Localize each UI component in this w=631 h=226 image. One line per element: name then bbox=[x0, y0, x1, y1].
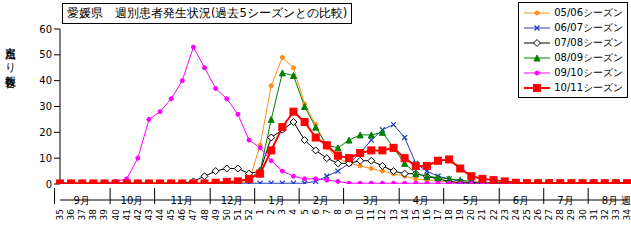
svg-text:5月: 5月 bbox=[463, 195, 479, 206]
svg-text:8月: 8月 bbox=[602, 195, 618, 206]
svg-text:17: 17 bbox=[433, 209, 443, 220]
svg-text:16: 16 bbox=[422, 209, 432, 221]
svg-text:7: 7 bbox=[322, 209, 332, 215]
svg-text:1: 1 bbox=[255, 209, 265, 215]
svg-text:28: 28 bbox=[555, 209, 565, 221]
svg-text:0: 0 bbox=[46, 179, 52, 190]
svg-text:52: 52 bbox=[244, 209, 254, 220]
svg-text:30: 30 bbox=[39, 101, 52, 112]
html-text:09/10シーズン: 09/10シーズン bbox=[554, 66, 623, 78]
svg-text:18: 18 bbox=[444, 209, 454, 221]
svg-text:21: 21 bbox=[477, 209, 487, 220]
svg-text:31: 31 bbox=[589, 209, 599, 220]
svg-text:10: 10 bbox=[355, 209, 365, 221]
svg-text:35: 35 bbox=[55, 209, 65, 220]
svg-text:42: 42 bbox=[133, 209, 143, 220]
svg-text:36: 36 bbox=[66, 209, 76, 221]
svg-text:40: 40 bbox=[111, 209, 121, 221]
svg-text:19: 19 bbox=[455, 209, 465, 221]
svg-text:39: 39 bbox=[99, 209, 109, 221]
svg-text:週: 週 bbox=[621, 195, 623, 206]
svg-text:33: 33 bbox=[611, 209, 621, 220]
svg-text:32: 32 bbox=[600, 209, 610, 220]
svg-text:22: 22 bbox=[489, 209, 499, 220]
html-text:05/06シーズン: 05/06シーズン bbox=[554, 6, 623, 18]
svg-text:3月: 3月 bbox=[363, 195, 379, 206]
svg-text:12月: 12月 bbox=[221, 195, 244, 206]
svg-text:49: 49 bbox=[211, 209, 221, 221]
svg-text:43: 43 bbox=[144, 209, 154, 220]
svg-text:10月: 10月 bbox=[121, 195, 144, 206]
svg-text:48: 48 bbox=[200, 209, 210, 221]
svg-text:2: 2 bbox=[266, 209, 276, 215]
svg-text:4月: 4月 bbox=[413, 195, 429, 206]
svg-text:1月: 1月 bbox=[268, 195, 284, 206]
svg-text:37: 37 bbox=[77, 209, 87, 220]
html-text:定点当たり報告数: 定点当たり報告数 bbox=[4, 38, 16, 70]
svg-text:7月: 7月 bbox=[557, 195, 573, 206]
html-text:10/11シーズン: 10/11シーズン bbox=[554, 81, 623, 93]
svg-text:4: 4 bbox=[288, 209, 298, 215]
svg-text:10: 10 bbox=[39, 153, 52, 164]
svg-text:41: 41 bbox=[122, 209, 132, 220]
svg-text:9月: 9月 bbox=[74, 195, 90, 206]
svg-text:20: 20 bbox=[466, 209, 476, 221]
svg-text:50: 50 bbox=[222, 209, 232, 221]
svg-text:60: 60 bbox=[39, 24, 52, 35]
svg-text:51: 51 bbox=[233, 209, 243, 220]
svg-text:34: 34 bbox=[622, 209, 623, 221]
svg-text:2月: 2月 bbox=[313, 195, 329, 206]
svg-text:20: 20 bbox=[39, 127, 52, 138]
svg-text:11: 11 bbox=[366, 209, 376, 220]
svg-text:46: 46 bbox=[177, 209, 187, 221]
svg-text:40: 40 bbox=[39, 75, 52, 86]
html-text:愛媛県 週別患者発生状況(過去5シーズンとの比較): 愛媛県 週別患者発生状況(過去5シーズンとの比較) bbox=[67, 6, 348, 20]
svg-text:30: 30 bbox=[578, 209, 588, 221]
svg-text:3: 3 bbox=[277, 209, 287, 215]
svg-text:23: 23 bbox=[500, 209, 510, 220]
svg-text:27: 27 bbox=[544, 209, 554, 220]
svg-text:8: 8 bbox=[333, 209, 343, 215]
svg-text:47: 47 bbox=[188, 209, 198, 220]
svg-text:12: 12 bbox=[377, 209, 387, 220]
html-text:07/08シーズン: 07/08シーズン bbox=[554, 36, 623, 48]
svg-text:45: 45 bbox=[166, 209, 176, 220]
svg-text:24: 24 bbox=[511, 209, 521, 221]
svg-text:50: 50 bbox=[39, 49, 52, 60]
svg-text:6: 6 bbox=[311, 209, 321, 215]
html-text:06/07シーズン: 06/07シーズン bbox=[554, 21, 623, 33]
svg-text:13: 13 bbox=[389, 209, 399, 220]
svg-text:5: 5 bbox=[300, 209, 310, 215]
svg-text:9: 9 bbox=[344, 209, 354, 215]
svg-text:44: 44 bbox=[155, 209, 165, 221]
svg-text:29: 29 bbox=[566, 209, 576, 221]
html-text:08/09シーズン: 08/09シーズン bbox=[554, 51, 623, 63]
svg-text:15: 15 bbox=[411, 209, 421, 220]
svg-text:11月: 11月 bbox=[170, 195, 193, 206]
svg-text:26: 26 bbox=[533, 209, 543, 221]
svg-text:25: 25 bbox=[522, 209, 532, 220]
svg-text:38: 38 bbox=[88, 209, 98, 221]
svg-text:6月: 6月 bbox=[513, 195, 529, 206]
svg-text:14: 14 bbox=[400, 209, 410, 221]
